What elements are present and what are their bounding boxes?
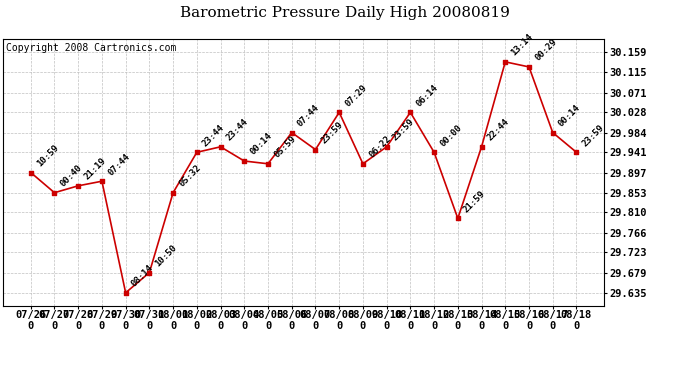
Point bbox=[97, 178, 108, 184]
Point bbox=[500, 59, 511, 65]
Text: 06:22: 06:22 bbox=[367, 134, 393, 160]
Point bbox=[262, 161, 273, 167]
Point bbox=[524, 64, 535, 70]
Text: 05:32: 05:32 bbox=[177, 163, 203, 189]
Text: 10:59: 10:59 bbox=[35, 143, 60, 168]
Point bbox=[49, 190, 60, 196]
Point bbox=[453, 215, 464, 221]
Point bbox=[310, 147, 321, 153]
Point bbox=[239, 158, 250, 164]
Point bbox=[571, 149, 582, 155]
Point bbox=[26, 170, 37, 176]
Point bbox=[405, 110, 416, 116]
Point bbox=[168, 190, 179, 196]
Text: 06:14: 06:14 bbox=[415, 83, 440, 108]
Point bbox=[547, 130, 558, 136]
Text: 23:59: 23:59 bbox=[319, 120, 345, 146]
Point bbox=[381, 144, 392, 150]
Text: 21:19: 21:19 bbox=[82, 156, 108, 182]
Point bbox=[334, 110, 345, 116]
Point bbox=[286, 130, 297, 136]
Point bbox=[144, 270, 155, 276]
Text: 22:44: 22:44 bbox=[486, 117, 511, 142]
Text: 21:59: 21:59 bbox=[462, 189, 487, 214]
Point bbox=[120, 290, 131, 296]
Point bbox=[476, 144, 487, 150]
Point bbox=[428, 149, 440, 155]
Point bbox=[72, 183, 83, 189]
Point bbox=[357, 161, 368, 167]
Text: 00:14: 00:14 bbox=[557, 103, 582, 128]
Text: 07:29: 07:29 bbox=[344, 83, 368, 108]
Text: 23:44: 23:44 bbox=[201, 123, 226, 148]
Point bbox=[191, 149, 202, 155]
Text: Barometric Pressure Daily High 20080819: Barometric Pressure Daily High 20080819 bbox=[180, 6, 510, 20]
Text: 00:00: 00:00 bbox=[438, 123, 464, 148]
Text: 23:59: 23:59 bbox=[391, 117, 416, 142]
Text: 13:14: 13:14 bbox=[509, 32, 535, 58]
Text: 23:44: 23:44 bbox=[225, 117, 250, 142]
Text: 07:44: 07:44 bbox=[296, 103, 322, 128]
Text: 00:29: 00:29 bbox=[533, 38, 558, 63]
Text: 07:44: 07:44 bbox=[106, 152, 132, 177]
Text: 08:14: 08:14 bbox=[130, 263, 155, 289]
Text: 10:50: 10:50 bbox=[154, 243, 179, 268]
Text: 23:59: 23:59 bbox=[580, 123, 606, 148]
Text: 05:59: 05:59 bbox=[272, 134, 297, 160]
Text: 00:40: 00:40 bbox=[59, 163, 84, 189]
Point bbox=[215, 144, 226, 150]
Text: 00:14: 00:14 bbox=[248, 132, 274, 157]
Text: Copyright 2008 Cartronics.com: Copyright 2008 Cartronics.com bbox=[6, 44, 177, 53]
